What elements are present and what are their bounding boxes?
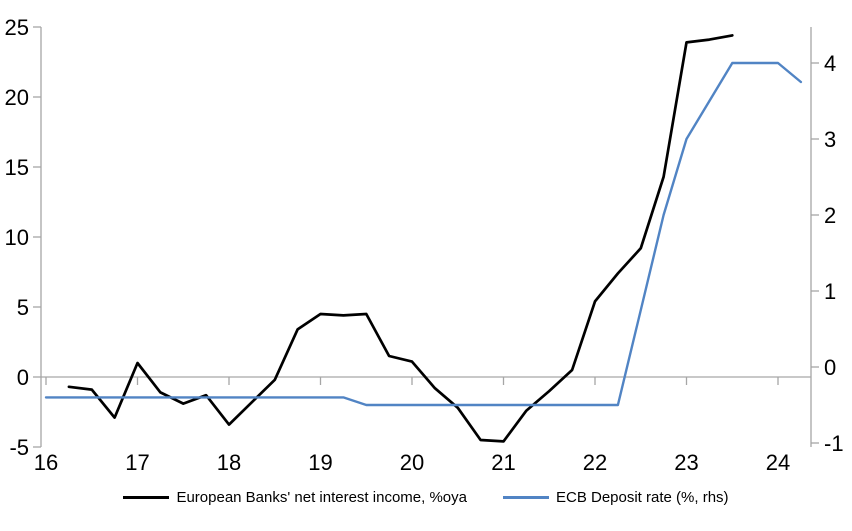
- x-axis-tick-label: 19: [308, 450, 332, 475]
- net-interest-income-line-series: [67, 34, 734, 443]
- blue-line-swatch-icon: [502, 496, 549, 499]
- x-axis-tick-label: 17: [125, 450, 149, 475]
- left-axis-tick-label: 25: [5, 15, 29, 40]
- right-axis-tick-label: 4: [824, 51, 836, 76]
- x-axis-tick-label: 18: [217, 450, 241, 475]
- left-axis-tick-label: 5: [17, 295, 29, 320]
- left-axis-tick-label: 10: [5, 225, 29, 250]
- chart-legend: European Banks' net interest income, %oy…: [0, 489, 852, 506]
- legend-item-ecb-deposit-rate: ECB Deposit rate (%, rhs): [502, 489, 729, 506]
- legend-item-net-interest-income: European Banks' net interest income, %oy…: [123, 489, 467, 506]
- legend-label-ecb-deposit-rate: ECB Deposit rate (%, rhs): [555, 489, 729, 506]
- left-axis-tick-label: 15: [5, 155, 29, 180]
- left-axis-tick-label: 20: [5, 85, 29, 110]
- ecb-deposit-rate-line-series: [44, 61, 803, 407]
- x-axis-tick-label: 23: [674, 450, 698, 475]
- legend-label-net-interest-income: European Banks' net interest income, %oy…: [176, 489, 467, 506]
- right-axis-tick-label: 0: [824, 355, 836, 380]
- right-axis-tick-label: -1: [824, 431, 844, 456]
- x-axis-tick-label: 22: [583, 450, 607, 475]
- right-axis-tick-label: 1: [824, 279, 836, 304]
- right-axis-tick-label: 2: [824, 203, 836, 228]
- x-axis-tick-label: 24: [766, 450, 790, 475]
- x-axis-tick-label: 20: [400, 450, 424, 475]
- x-axis-tick-label: 21: [491, 450, 515, 475]
- left-axis-tick-label: -5: [9, 435, 29, 460]
- right-axis-tick-label: 3: [824, 127, 836, 152]
- left-axis-tick-label: 0: [17, 365, 29, 390]
- black-line-swatch-icon: [123, 496, 170, 499]
- x-axis-tick-label: 16: [34, 450, 58, 475]
